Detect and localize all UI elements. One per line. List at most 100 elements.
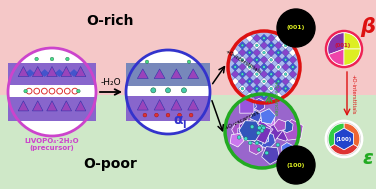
Polygon shape — [267, 56, 275, 64]
Circle shape — [284, 87, 287, 90]
Circle shape — [225, 94, 299, 168]
Circle shape — [145, 60, 149, 64]
Circle shape — [8, 48, 96, 136]
Bar — [126, 96, 210, 121]
Polygon shape — [188, 100, 199, 110]
Polygon shape — [231, 63, 239, 71]
Text: (precursor): (precursor) — [30, 145, 74, 151]
Text: α: α — [173, 113, 183, 127]
Polygon shape — [289, 56, 297, 64]
Circle shape — [255, 58, 258, 61]
Circle shape — [262, 126, 265, 130]
Circle shape — [248, 80, 251, 83]
Polygon shape — [238, 63, 246, 71]
Circle shape — [234, 66, 237, 68]
Text: (100): (100) — [287, 163, 305, 167]
Circle shape — [291, 66, 294, 68]
Polygon shape — [282, 77, 290, 85]
Polygon shape — [251, 123, 271, 143]
Circle shape — [327, 122, 361, 156]
Circle shape — [277, 9, 315, 47]
Circle shape — [326, 31, 362, 67]
Circle shape — [178, 113, 182, 117]
Circle shape — [256, 131, 260, 135]
Polygon shape — [282, 85, 290, 93]
Polygon shape — [245, 122, 265, 144]
Circle shape — [66, 57, 69, 61]
Polygon shape — [253, 49, 261, 57]
Polygon shape — [256, 118, 273, 134]
Polygon shape — [260, 85, 268, 93]
Circle shape — [241, 58, 244, 61]
Polygon shape — [277, 126, 291, 141]
Polygon shape — [18, 67, 29, 77]
Polygon shape — [253, 85, 261, 93]
Wedge shape — [329, 49, 344, 65]
Circle shape — [187, 60, 191, 64]
Polygon shape — [289, 77, 297, 85]
Polygon shape — [154, 69, 165, 79]
Polygon shape — [238, 70, 246, 78]
Circle shape — [241, 44, 244, 47]
Polygon shape — [260, 70, 268, 78]
Polygon shape — [253, 134, 265, 145]
Circle shape — [326, 121, 362, 157]
Wedge shape — [328, 33, 344, 55]
Polygon shape — [253, 127, 269, 144]
Polygon shape — [282, 41, 290, 49]
Circle shape — [262, 37, 265, 40]
Polygon shape — [246, 70, 253, 78]
Polygon shape — [289, 70, 297, 78]
Polygon shape — [240, 99, 254, 113]
Polygon shape — [253, 41, 261, 49]
Polygon shape — [335, 128, 353, 150]
Circle shape — [270, 73, 273, 76]
Polygon shape — [55, 69, 64, 77]
Polygon shape — [260, 49, 268, 57]
Polygon shape — [274, 77, 282, 85]
Bar — [8, 63, 96, 87]
Polygon shape — [247, 121, 268, 142]
Polygon shape — [335, 128, 353, 150]
Circle shape — [260, 129, 264, 132]
Text: +O-interstitials: +O-interstitials — [350, 74, 355, 114]
Polygon shape — [188, 69, 199, 79]
Polygon shape — [282, 143, 293, 155]
Circle shape — [277, 80, 280, 83]
Polygon shape — [232, 124, 246, 136]
Text: β: β — [361, 17, 376, 37]
Polygon shape — [231, 70, 239, 78]
Polygon shape — [246, 34, 253, 42]
Circle shape — [262, 80, 265, 83]
Polygon shape — [289, 49, 297, 57]
Circle shape — [257, 148, 261, 152]
Polygon shape — [238, 126, 247, 136]
Polygon shape — [282, 63, 290, 71]
Circle shape — [277, 146, 315, 184]
Polygon shape — [61, 101, 71, 111]
Polygon shape — [61, 67, 71, 77]
Text: (001): (001) — [334, 43, 350, 48]
Circle shape — [237, 136, 241, 139]
Polygon shape — [267, 85, 275, 93]
Polygon shape — [238, 41, 246, 49]
Circle shape — [284, 73, 287, 76]
Circle shape — [151, 88, 156, 93]
Polygon shape — [18, 101, 29, 111]
Circle shape — [284, 44, 287, 47]
Wedge shape — [344, 123, 360, 147]
Text: +O-interstitials: +O-interstitials — [224, 49, 262, 75]
Text: +O-vacancies: +O-vacancies — [224, 109, 261, 131]
Circle shape — [255, 87, 258, 90]
Polygon shape — [282, 70, 290, 78]
Polygon shape — [267, 41, 275, 49]
Circle shape — [126, 50, 210, 134]
Polygon shape — [274, 85, 282, 93]
Circle shape — [255, 73, 258, 76]
Circle shape — [270, 87, 273, 90]
Polygon shape — [240, 121, 253, 136]
Polygon shape — [267, 77, 275, 85]
Text: (100): (100) — [336, 136, 352, 142]
Circle shape — [77, 89, 80, 93]
Circle shape — [50, 57, 54, 61]
